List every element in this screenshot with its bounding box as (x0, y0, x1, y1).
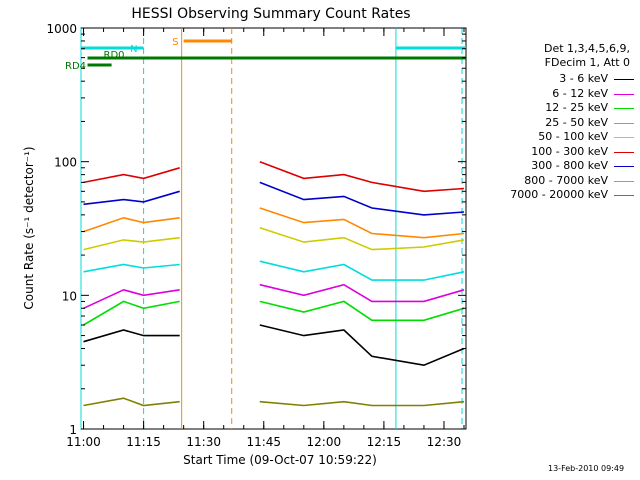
legend-swatch (614, 137, 634, 138)
legend-label: 12 - 25 keV (545, 101, 608, 114)
x-tick-label: 12:30 (427, 435, 462, 449)
legend-entry: 7000 - 20000 keV (470, 188, 640, 202)
series-line-6 (259, 181, 465, 216)
series-line-3 (259, 260, 465, 281)
series-line-5 (259, 160, 465, 193)
flag-label-rd0: RD0 (104, 50, 125, 61)
legend-entry: 800 - 7000 keV (470, 174, 640, 188)
series-line-2 (259, 300, 465, 322)
y-tick-label: 100 (54, 156, 77, 170)
legend-swatch (614, 122, 634, 124)
legend-header-detectors: Det 1,3,4,5,6,9, (543, 42, 630, 55)
series-line-3 (83, 263, 180, 273)
footer-timestamp: 13-Feb-2010 09:49 (548, 464, 625, 473)
legend-label: 300 - 800 keV (531, 159, 608, 172)
series-line-4 (259, 227, 465, 251)
series-line-8 (259, 400, 465, 407)
series-line-1 (83, 288, 180, 310)
y-tick-label: 1 (69, 423, 77, 437)
series-line-0 (259, 324, 465, 367)
chart-title: HESSI Observing Summary Count Rates (131, 6, 410, 22)
series-line-7 (259, 207, 465, 239)
legend-entry: 300 - 800 keV (470, 159, 640, 173)
x-tick-label: 12:00 (307, 435, 342, 449)
flag-label-n: N (130, 44, 137, 55)
legend-swatch (614, 79, 634, 80)
x-axis-label: Start Time (09-Oct-07 10:59:22) (183, 453, 377, 467)
legend-label: 7000 - 20000 keV (510, 188, 608, 201)
flag-label-rd4: RD4 (65, 61, 86, 72)
x-tick-label: 11:30 (186, 435, 221, 449)
legend-swatch (614, 195, 634, 196)
legend-entry: 12 - 25 keV (470, 101, 640, 115)
legend-swatch (614, 166, 634, 167)
series-line-6 (83, 190, 180, 206)
legend-label: 100 - 300 keV (531, 144, 608, 158)
legend-label: 50 - 100 keV (538, 130, 608, 143)
series-line-1 (259, 283, 465, 303)
y-tick-label: 1000 (46, 22, 77, 36)
legend-entry: 100 - 300 keV (470, 145, 640, 159)
series-line-5 (83, 167, 180, 184)
y-tick-label: 10 (62, 289, 77, 303)
x-tick-label: 11:15 (126, 435, 161, 449)
legend-header-fdecim: FDecim 1, Att 0 (544, 56, 630, 69)
legend-swatch (614, 180, 634, 182)
legend-swatch (614, 151, 634, 153)
legend-entry: 25 - 50 keV (470, 116, 640, 130)
legend-swatch (614, 108, 634, 109)
x-tick-label: 12:15 (367, 435, 402, 449)
series-line-7 (83, 216, 180, 233)
legend-entry: 3 - 6 keV (470, 72, 640, 86)
series-line-2 (83, 300, 180, 326)
legend-label: 800 - 7000 keV (524, 173, 608, 187)
x-tick-label: 11:00 (66, 435, 101, 449)
y-axis-label: Count Rate (s⁻¹ detector⁻¹) (22, 146, 36, 309)
legend-label: 6 - 12 keV (552, 86, 608, 100)
flag-label-s: S (172, 37, 178, 48)
legend-swatch (614, 93, 634, 95)
x-tick-label: 11:45 (246, 435, 281, 449)
legend-entry: 6 - 12 keV (470, 87, 640, 101)
plot-frame (80, 27, 467, 430)
legend-entry: 50 - 100 keV (470, 130, 640, 144)
legend-label: 3 - 6 keV (559, 72, 608, 85)
series-line-4 (83, 236, 180, 251)
legend-label: 25 - 50 keV (545, 115, 608, 129)
series-line-8 (83, 397, 180, 407)
series-line-0 (83, 329, 180, 343)
